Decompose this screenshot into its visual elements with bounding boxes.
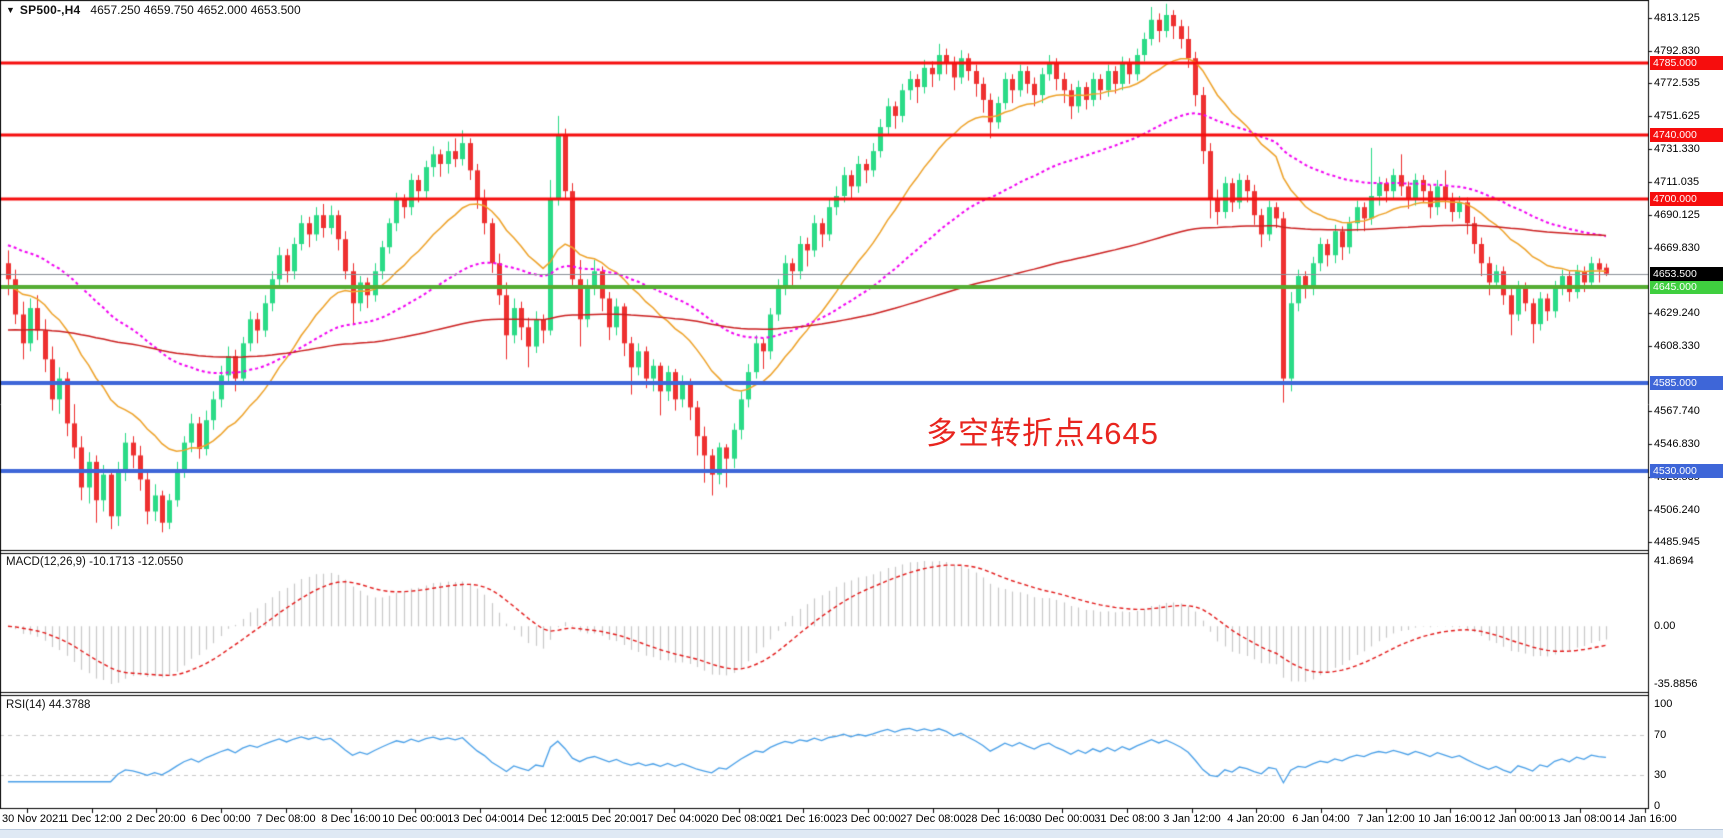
rsi-value: 44.3788 — [48, 699, 91, 711]
macd-label: MACD(12,26,9) — [6, 556, 86, 568]
symbol-timeframe-label: SP500-,H4 — [19, 3, 81, 17]
annotation-text: 多空转折点4645 — [926, 416, 1159, 451]
ohlc-values: 4657.250 4659.750 4652.000 4653.500 — [90, 3, 301, 17]
rsi-label: RSI(14) — [6, 699, 46, 711]
macd-values: -10.1713 -12.0550 — [89, 556, 184, 568]
bottom-strip — [0, 829, 1723, 838]
chart-title-bar: ▼ SP500-,H4 4657.250 4659.750 4652.000 465… — [6, 3, 301, 17]
rsi-header: RSI(14) 44.3788 — [6, 699, 90, 711]
macd-header: MACD(12,26,9) -10.1713 -12.0550 — [6, 556, 183, 568]
collapse-triangle-icon[interactable]: ▼ — [6, 5, 15, 15]
